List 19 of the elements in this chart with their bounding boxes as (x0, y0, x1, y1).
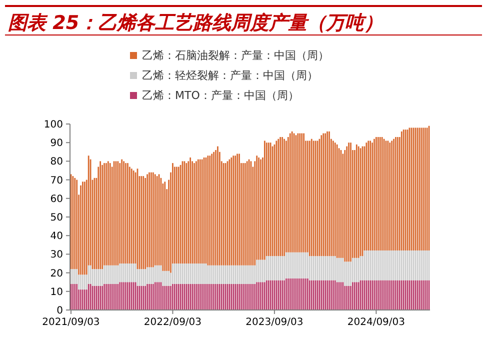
x-tick-label: 2022/09/03 (144, 317, 202, 328)
x-tick-label: 2023/09/03 (246, 317, 304, 328)
y-tick-label: 20 (50, 268, 63, 280)
y-tick-label: 0 (56, 306, 63, 316)
y-tick-label: 30 (50, 250, 63, 261)
legend-label: 乙烯：石脑油裂解：产量：中国（周） (142, 49, 329, 62)
y-tick-label: 10 (50, 286, 63, 298)
chart-title: 图表 25：乙烯各工艺路线周度产量（万吨） (8, 12, 384, 34)
y-tick-label: 40 (50, 231, 63, 242)
legend-label: 乙烯：轻烃裂解：产量：中国（周） (142, 69, 318, 82)
x-tick-label: 2021/09/03 (42, 317, 100, 328)
y-tick-label: 70 (50, 175, 63, 186)
y-tick-label: 60 (50, 194, 63, 205)
legend-label: 乙烯：MTO：产量：中国（周） (142, 89, 299, 102)
x-tick-label: 2024/09/03 (347, 317, 406, 328)
y-tick-label: 100 (44, 120, 63, 130)
y-tick-label: 90 (50, 138, 63, 150)
y-tick-label: 80 (50, 156, 63, 168)
y-tick-label: 50 (50, 212, 63, 224)
